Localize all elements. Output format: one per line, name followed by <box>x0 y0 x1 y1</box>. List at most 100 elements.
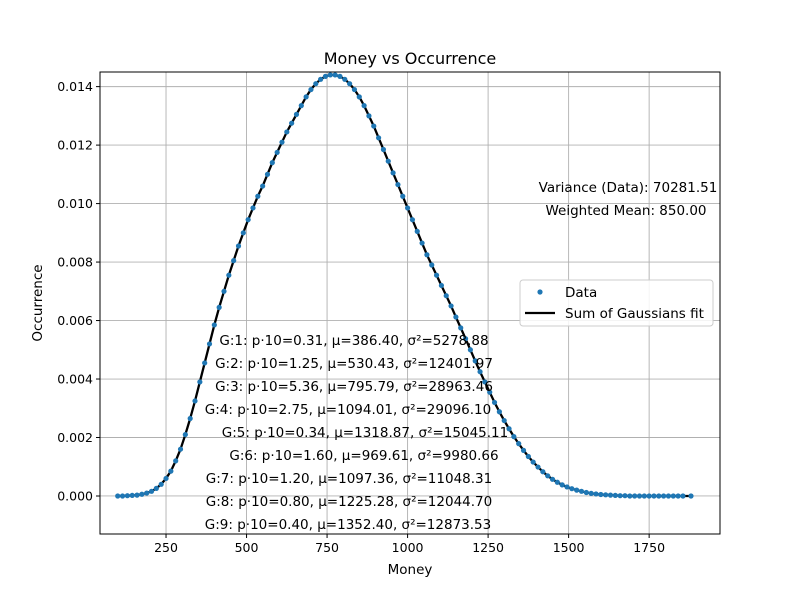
data-point <box>632 493 638 499</box>
data-point <box>520 447 527 453</box>
y-tick-label: 0.014 <box>57 79 93 94</box>
data-point <box>298 103 304 109</box>
data-point <box>250 205 256 211</box>
data-point <box>226 272 232 278</box>
data-point <box>115 493 121 499</box>
data-point <box>511 434 517 440</box>
data-point <box>612 492 618 499</box>
data-point <box>139 491 145 497</box>
data-point <box>516 441 522 447</box>
gaussian-component-annotations: G:1: p·10=0.31, μ=386.40, σ²=5278.88 G:2:… <box>205 333 508 533</box>
legend-box <box>519 279 714 327</box>
data-point <box>255 193 261 199</box>
data-point <box>347 81 353 87</box>
legend-entry-data: Data <box>565 285 597 301</box>
x-tick-label: 500 <box>235 540 259 555</box>
x-tick-label: 1500 <box>553 540 585 555</box>
data-point <box>264 171 271 177</box>
data-point <box>231 258 237 264</box>
data-point <box>641 493 647 499</box>
data-point <box>409 217 416 223</box>
data-point <box>530 459 536 465</box>
data-point <box>182 431 188 438</box>
legend: Data Sum of Gaussians fit <box>519 279 714 327</box>
data-point <box>361 103 367 109</box>
data-point <box>216 304 222 310</box>
stats-annotations: Variance (Data): 70281.51 Weighted Mean:… <box>539 180 718 219</box>
data-point <box>458 325 464 331</box>
data-point <box>380 146 387 153</box>
data-point <box>177 446 184 452</box>
data-point <box>593 491 599 497</box>
component-label: G:4: p·10=2.75, μ=1094.01, σ²=29096.10 <box>205 402 491 418</box>
legend-entry-fit: Sum of Gaussians fit <box>565 306 704 322</box>
data-point <box>366 113 372 119</box>
data-point <box>284 129 290 135</box>
data-point <box>119 493 126 499</box>
data-point <box>240 230 246 236</box>
y-tick-label: 0.012 <box>57 138 93 153</box>
data-point <box>622 493 628 499</box>
data-point <box>260 183 266 189</box>
data-point <box>375 135 382 141</box>
component-label: G:2: p·10=1.25, μ=530.43, σ²=12401.97 <box>215 356 493 372</box>
data-point <box>245 217 251 223</box>
data-point <box>414 228 420 234</box>
data-point <box>545 473 551 479</box>
y-tick-label: 0.000 <box>57 488 93 503</box>
data-point <box>168 468 174 474</box>
data-point <box>269 160 275 166</box>
data-point <box>424 252 430 258</box>
data-point <box>559 482 565 488</box>
data-point <box>467 347 473 353</box>
data-point <box>158 481 164 487</box>
variance-annotation: Variance (Data): 70281.51 <box>539 180 718 196</box>
x-tick-label: 750 <box>315 540 339 555</box>
data-point <box>211 322 217 328</box>
data-point <box>569 486 575 492</box>
data-point <box>395 181 401 188</box>
data-point <box>688 493 694 499</box>
data-point <box>665 493 672 499</box>
data-point <box>656 493 662 499</box>
data-point <box>308 86 314 93</box>
x-tick-label: 250 <box>154 540 178 555</box>
data-point <box>400 193 406 199</box>
data-point <box>221 288 227 294</box>
x-tick-label: 1250 <box>472 540 504 555</box>
data-point <box>540 469 546 475</box>
data-point <box>496 409 502 415</box>
x-axis-label: Money <box>388 562 433 578</box>
data-point <box>202 360 208 366</box>
data-point <box>351 86 358 93</box>
data-point <box>129 492 135 499</box>
data-point <box>322 73 329 79</box>
data-point <box>293 111 300 117</box>
data-point <box>462 336 469 342</box>
data-point <box>578 488 585 494</box>
chart-title: Money vs Occurrence <box>324 49 497 68</box>
data-point <box>148 488 155 494</box>
data-point <box>153 485 159 491</box>
component-label: G:9: p·10=0.40, μ=1352.40, σ²=12873.53 <box>205 517 491 533</box>
data-point <box>491 399 498 406</box>
data-point <box>337 73 343 79</box>
x-tick-label: 1750 <box>633 540 665 555</box>
data-point <box>429 262 435 268</box>
plot-frame <box>99 71 721 535</box>
data-point <box>501 417 507 424</box>
data-point <box>680 493 686 499</box>
data-point <box>371 123 377 129</box>
component-label: G:3: p·10=5.36, μ=795.79, σ²=28963.46 <box>215 379 493 395</box>
y-tick-label: 0.002 <box>57 430 93 445</box>
axis-ticks: 250 500 750 1000 1250 1500 1750 0.000 0.002 0.004… <box>57 79 665 555</box>
data-point <box>279 139 285 145</box>
component-label: G:1: p·10=0.31, μ=386.40, σ²=5278.88 <box>219 333 488 349</box>
data-point <box>289 120 295 126</box>
y-tick-label: 0.010 <box>57 196 93 211</box>
data-point <box>318 76 324 82</box>
data-point <box>661 493 667 499</box>
x-tick-label: 1000 <box>392 540 424 555</box>
data-point <box>598 491 604 498</box>
